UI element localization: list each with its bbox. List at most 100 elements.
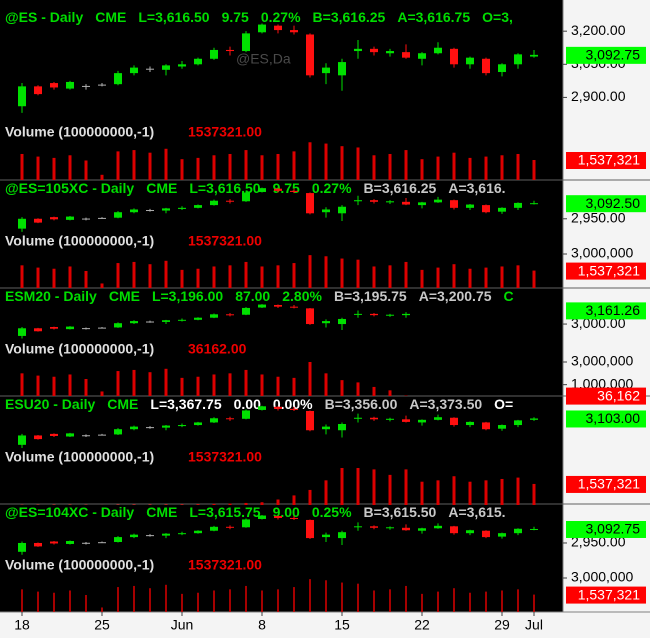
- volume-readout: 1537321.00: [188, 449, 262, 465]
- candle-body: [434, 199, 442, 203]
- candle-body: [130, 426, 138, 430]
- header-field: CME: [95, 9, 126, 25]
- volume-bar: [356, 468, 360, 505]
- volume-bar: [341, 582, 343, 612]
- candle-body: [306, 519, 314, 539]
- candle-body: [354, 417, 362, 419]
- volume-bar: [260, 374, 264, 396]
- candle-body: [370, 526, 378, 528]
- x-tick-label: Jul: [525, 617, 543, 633]
- volume-bar: [276, 499, 280, 505]
- candle-body: [354, 313, 362, 315]
- volume-bar: [356, 382, 360, 396]
- candle-body: [226, 200, 234, 202]
- header-field: CME: [107, 396, 138, 412]
- volume-bar: [276, 153, 280, 180]
- volume-bar: [244, 502, 248, 505]
- candle-body: [370, 48, 378, 53]
- volume-bar: [324, 480, 328, 505]
- candle-body: [498, 64, 506, 73]
- candle-body: [50, 433, 58, 436]
- volume-bar: [148, 152, 152, 180]
- y-tick-label: 2,950.00: [571, 209, 626, 225]
- header-field: 9.75: [273, 180, 300, 196]
- last-value-tag: [566, 520, 646, 538]
- pane-header: @ES=104XC - Daily CME L=3,615.75 9.00 0.25% B…: [5, 504, 506, 520]
- header-field: L=3,616.50: [189, 180, 260, 196]
- header-field: @ES=105XC - Daily: [5, 180, 134, 196]
- header-field: L=3,615.75: [189, 504, 260, 520]
- candle-body: [258, 406, 266, 410]
- volume-bar: [388, 390, 392, 396]
- y-tick-label: 3,000,000: [571, 569, 633, 585]
- candle-body: [82, 435, 90, 437]
- volume-bar: [469, 592, 471, 612]
- candle-body: [450, 526, 458, 534]
- candle-body: [162, 425, 170, 428]
- candle-body: [66, 433, 74, 437]
- candle-body: [274, 188, 282, 191]
- volume-bar: [180, 377, 184, 396]
- candle-body: [242, 192, 250, 202]
- candle-body: [418, 419, 426, 423]
- pane-header: ESM20 - Daily CME L=3,196.00 87.00 2.80% B=3,…: [5, 288, 514, 304]
- candle-body: [482, 58, 490, 74]
- volume-label: Volume (100000000,-1): [5, 233, 154, 249]
- candle-body: [386, 418, 394, 420]
- candle-body: [50, 217, 58, 220]
- volume-bar: [404, 150, 408, 180]
- volume-bar: [84, 271, 88, 288]
- volume-bar: [404, 469, 408, 505]
- volume-bar: [292, 263, 296, 288]
- volume-readout: 36162.00: [188, 341, 247, 357]
- candle-body: [178, 207, 186, 209]
- candle-body: [466, 421, 474, 426]
- volume-bar: [501, 590, 503, 612]
- volume-bar: [532, 160, 536, 180]
- candle-body: [66, 81, 74, 89]
- volume-bar: [277, 589, 279, 612]
- candle-body: [178, 64, 186, 67]
- candle-body: [386, 201, 394, 203]
- volume-label: Volume (100000000,-1): [5, 557, 154, 573]
- volume-bar: [324, 373, 328, 396]
- candle-body: [290, 190, 298, 192]
- pane-header: @ES - Daily CME L=3,616.50 9.75 0.27% B=3,616…: [5, 9, 513, 25]
- candle-body: [514, 202, 522, 208]
- candle-body: [306, 308, 314, 325]
- header-field: A=3,373.50: [409, 396, 482, 412]
- volume-bar: [372, 266, 376, 288]
- volume-bar: [484, 267, 488, 288]
- volume-bar: [116, 263, 120, 288]
- volume-bar: [372, 469, 376, 505]
- volume-bar: [260, 266, 264, 288]
- candle-body: [322, 534, 330, 538]
- candle-body: [466, 530, 474, 534]
- last-value-tag: [566, 46, 646, 64]
- candle-body: [194, 530, 202, 534]
- candle-body: [354, 48, 362, 52]
- axis-area: 2,900.003,050.003,200.003,092.751,537,32…: [14, 22, 646, 633]
- volume-bar: [340, 146, 344, 180]
- volume-bar: [276, 265, 280, 288]
- volume-label: Volume (100000000,-1): [5, 449, 154, 465]
- header-field: 87.00: [235, 288, 270, 304]
- volume-bar: [292, 495, 296, 505]
- candle-body: [66, 541, 74, 544]
- volume-bar: [36, 156, 40, 180]
- volume-bar: [132, 504, 136, 505]
- volume-bar: [261, 590, 263, 612]
- candle-body: [450, 48, 458, 65]
- volume-readout: 1537321.00: [188, 557, 262, 573]
- y-tick-label: 1,000,000: [571, 375, 633, 391]
- volume-bar: [340, 468, 344, 505]
- volume-bar: [372, 386, 376, 396]
- volume-bar: [164, 504, 168, 505]
- candle-body: [434, 47, 442, 54]
- x-tick-label: 8: [258, 617, 266, 633]
- candle-body: [370, 313, 378, 316]
- candle-body: [162, 65, 170, 70]
- last-value-tag: [566, 302, 646, 320]
- candle-body: [210, 418, 218, 423]
- y-tick-label: 2,900.00: [571, 88, 626, 104]
